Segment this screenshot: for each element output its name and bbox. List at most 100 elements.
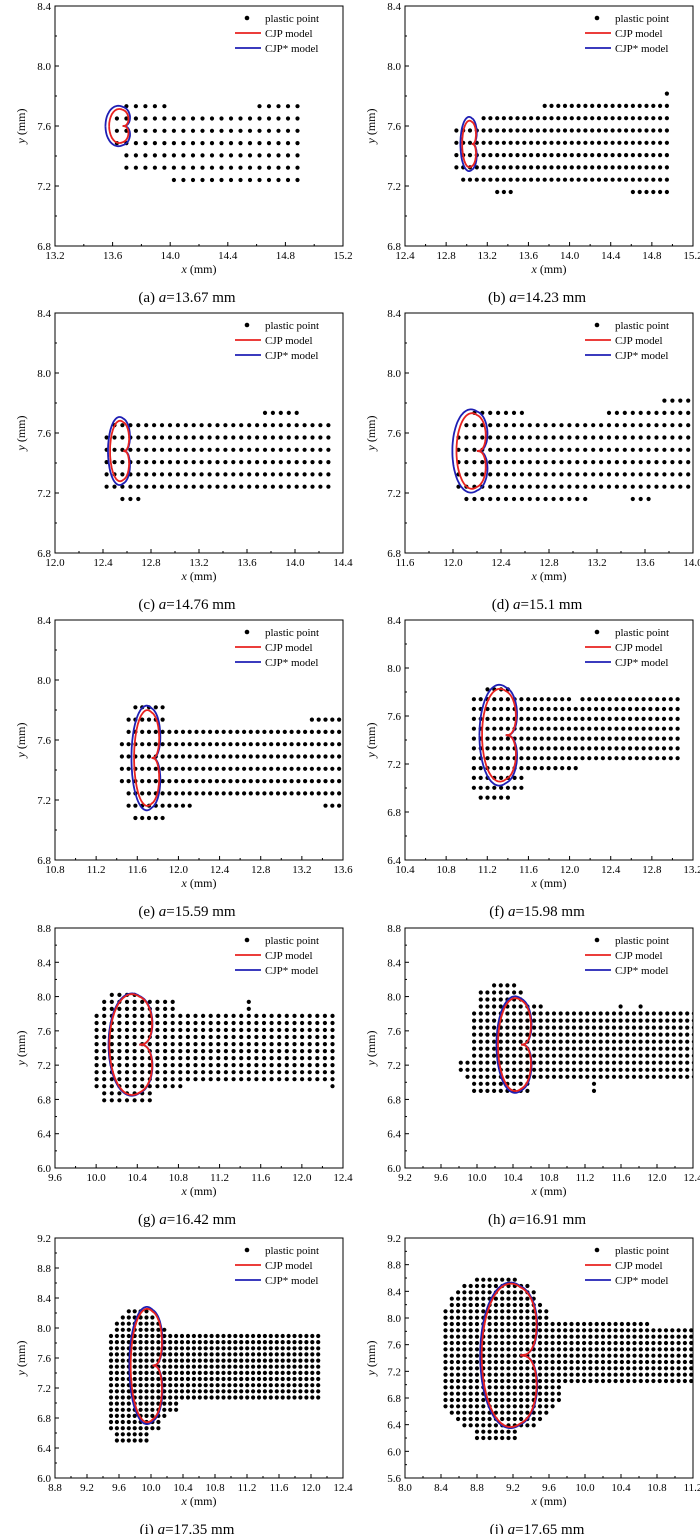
plastic-point: [505, 736, 510, 741]
plastic-point: [605, 1025, 610, 1030]
plastic-point: [573, 726, 578, 731]
plastic-point: [456, 1302, 461, 1308]
plastic-point: [191, 435, 196, 440]
plastic-point: [485, 1011, 490, 1016]
plastic-point: [223, 1020, 228, 1026]
plastic-point: [124, 1006, 130, 1012]
x-axis-label: x (mm): [531, 262, 567, 276]
plastic-point: [571, 1074, 577, 1079]
plastic-point: [269, 1020, 274, 1026]
plastic-point: [493, 1328, 498, 1333]
plastic-point: [216, 1027, 221, 1033]
plastic-point: [160, 815, 165, 821]
plastic-point: [619, 1372, 625, 1377]
x-tick-label: 13.2: [587, 557, 606, 569]
plastic-point: [294, 460, 299, 465]
plastic-point: [262, 754, 267, 759]
plastic-point: [456, 1404, 461, 1409]
plastic-point: [322, 1070, 327, 1075]
plastic-point: [493, 1385, 498, 1390]
plastic-point: [617, 165, 622, 170]
plastic-point: [163, 999, 168, 1005]
plastic-point: [583, 116, 588, 121]
plastic-point: [262, 791, 267, 796]
plastic-point: [191, 447, 196, 452]
plastic-point: [481, 1277, 486, 1282]
plastic-point: [162, 1358, 167, 1363]
plastic-point: [682, 1353, 688, 1358]
plastic-point: [150, 1376, 155, 1382]
plastic-point: [678, 1074, 683, 1079]
plastic-point: [685, 1053, 690, 1058]
plastic-point: [246, 1006, 251, 1012]
plastic-point: [590, 140, 595, 145]
plastic-point: [544, 1334, 549, 1339]
plastic-point: [567, 484, 572, 489]
plastic-point: [519, 435, 525, 440]
plastic-point: [262, 1352, 267, 1357]
plastic-point: [685, 1060, 690, 1065]
plastic-point: [162, 1395, 167, 1400]
plastic-point: [193, 1020, 198, 1026]
plastic-point: [133, 153, 138, 158]
plastic-point: [223, 1070, 228, 1075]
plastic-point: [138, 1432, 143, 1437]
plastic-point: [138, 1370, 143, 1375]
plastic-point: [310, 1364, 315, 1369]
plastic-point: [591, 1025, 597, 1030]
plastic-point: [488, 484, 493, 489]
plastic-point: [171, 165, 176, 170]
plastic-point: [462, 1353, 467, 1358]
plastic-point: [163, 1063, 168, 1068]
y-tick-label: 8.4: [37, 615, 51, 627]
plastic-point: [565, 1032, 570, 1037]
plastic-point: [619, 1321, 625, 1327]
plastic-point: [181, 153, 186, 158]
plastic-point: [503, 435, 509, 440]
plastic-point: [682, 1334, 688, 1339]
plastic-point: [117, 1006, 122, 1012]
y-tick-label: 8.8: [37, 1263, 51, 1275]
plastic-point: [598, 1011, 603, 1016]
plastic-point: [471, 756, 476, 761]
plastic-point: [691, 1025, 693, 1030]
plastic-point: [155, 1049, 160, 1054]
plastic-point: [174, 791, 179, 796]
plastic-point: [223, 447, 228, 452]
plastic-point: [671, 1046, 677, 1051]
x-tick-label: 10.4: [503, 1172, 523, 1184]
plastic-point: [549, 116, 554, 121]
plastic-point: [138, 1358, 143, 1363]
plastic-point: [302, 423, 307, 428]
plastic-point: [519, 1334, 524, 1339]
plastic-point: [284, 1063, 289, 1068]
plastic-point: [550, 1353, 555, 1358]
plastic-point: [670, 435, 675, 440]
plastic-point: [539, 706, 544, 712]
plastic-point: [646, 423, 651, 428]
plastic-point: [282, 779, 287, 784]
plastic-point: [603, 153, 608, 158]
plastic-point: [578, 1060, 583, 1065]
plastic-point: [657, 1366, 662, 1371]
plastic-point: [664, 165, 670, 170]
plastic-point: [464, 435, 469, 440]
plastic-point: [132, 1049, 137, 1054]
plastic-point: [558, 1018, 563, 1023]
plastic-point: [304, 1340, 309, 1345]
plastic-point: [655, 756, 660, 761]
plastic-point: [174, 1395, 179, 1400]
plastic-point: [651, 1347, 656, 1352]
plastic-point: [576, 153, 581, 158]
plastic-point: [588, 1347, 593, 1352]
plastic-point: [193, 1056, 198, 1061]
plastic-point: [691, 1060, 693, 1065]
plastic-point: [638, 1018, 643, 1023]
plastic-point: [146, 815, 152, 821]
plastic-point: [678, 410, 683, 415]
plastic-point: [163, 1006, 168, 1012]
plastic-point: [575, 1366, 580, 1371]
y-tick-label: 7.2: [387, 1366, 401, 1378]
plastic-point: [239, 1063, 244, 1068]
